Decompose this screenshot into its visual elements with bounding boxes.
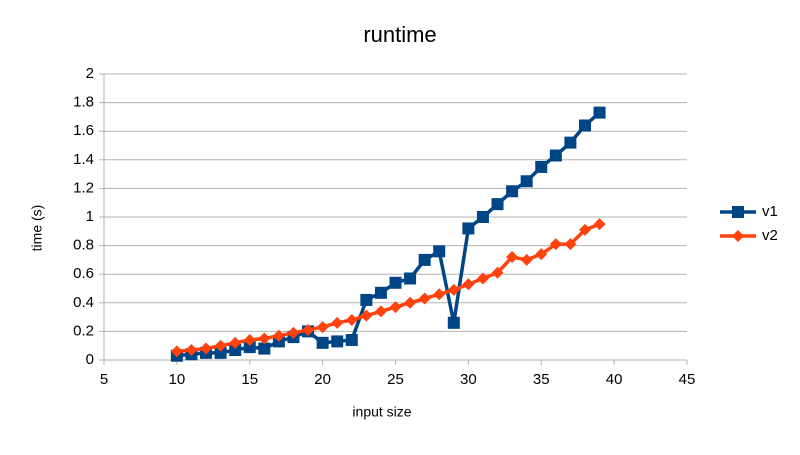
- data-point: [360, 293, 373, 306]
- data-point: [360, 309, 373, 322]
- data-point: [564, 136, 577, 149]
- data-point: [229, 336, 242, 349]
- data-point: [433, 245, 446, 258]
- legend-label: v2: [762, 227, 778, 244]
- data-point: [491, 198, 504, 211]
- data-point: [520, 175, 533, 188]
- x-tick-label: 25: [387, 371, 404, 388]
- x-tick-label: 15: [241, 371, 258, 388]
- data-point: [302, 323, 315, 336]
- data-point: [506, 251, 519, 264]
- x-tick-label: 30: [460, 371, 477, 388]
- y-tick-label: 0: [86, 351, 94, 368]
- data-point: [243, 333, 256, 346]
- y-axis-label: time (s): [29, 205, 45, 252]
- data-point: [214, 346, 227, 359]
- data-point: [506, 185, 519, 198]
- data-point: [258, 332, 271, 345]
- data-point: [447, 316, 460, 329]
- data-point: [578, 223, 591, 236]
- y-tick-label: 0.4: [73, 294, 94, 311]
- data-point: [316, 321, 329, 334]
- data-point: [462, 222, 475, 235]
- data-point: [258, 342, 271, 355]
- x-tick-label: 35: [533, 371, 550, 388]
- chart-title: runtime: [363, 22, 436, 47]
- data-point: [535, 160, 548, 173]
- legend-marker: [732, 206, 744, 218]
- data-point: [287, 326, 300, 339]
- data-point: [447, 283, 460, 296]
- y-tick-label: 1.4: [73, 151, 94, 168]
- data-point: [389, 276, 402, 289]
- data-point: [578, 119, 591, 132]
- y-tick-label: 1.8: [73, 94, 94, 111]
- data-point: [418, 253, 431, 266]
- data-point: [200, 342, 213, 355]
- data-point: [491, 266, 504, 279]
- y-tick-label: 0.8: [73, 237, 94, 254]
- legend-marker: [732, 230, 744, 242]
- data-point: [243, 341, 256, 354]
- data-point: [185, 343, 198, 356]
- data-point: [170, 345, 183, 358]
- data-point: [476, 211, 489, 223]
- x-tick-label: 20: [314, 371, 331, 388]
- data-point: [418, 292, 431, 305]
- data-point: [593, 218, 606, 231]
- y-tick-label: 2: [86, 65, 94, 82]
- data-point: [549, 238, 562, 251]
- data-point: [214, 339, 227, 352]
- data-point: [229, 343, 242, 356]
- x-tick-label: 5: [100, 371, 108, 388]
- y-tick-label: 1.2: [73, 179, 94, 196]
- x-tick-label: 45: [679, 371, 696, 388]
- data-point: [535, 248, 548, 261]
- data-point: [404, 272, 417, 285]
- series-line: [176, 111, 601, 358]
- data-point: [433, 288, 446, 301]
- data-point: [331, 335, 344, 348]
- y-tick-label: 1: [86, 208, 94, 225]
- data-point: [272, 329, 285, 342]
- data-point: [389, 301, 402, 314]
- y-tick-label: 1.6: [73, 122, 94, 139]
- x-tick-label: 40: [606, 371, 623, 388]
- legend-label: v1: [762, 203, 778, 220]
- data-point: [345, 333, 358, 346]
- data-point: [404, 296, 417, 309]
- data-point: [316, 336, 329, 349]
- data-point: [476, 272, 489, 285]
- data-point: [374, 286, 387, 299]
- data-point: [462, 278, 475, 291]
- data-point: [520, 253, 533, 266]
- data-point: [549, 149, 562, 162]
- data-point: [374, 305, 387, 318]
- y-tick-label: 0.2: [73, 322, 94, 339]
- y-tick-label: 0.6: [73, 265, 94, 282]
- data-point: [564, 238, 577, 251]
- x-tick-label: 10: [169, 371, 186, 388]
- data-point: [593, 106, 606, 119]
- data-point: [345, 313, 358, 326]
- data-point: [331, 316, 344, 329]
- x-axis-label: input size: [352, 404, 411, 420]
